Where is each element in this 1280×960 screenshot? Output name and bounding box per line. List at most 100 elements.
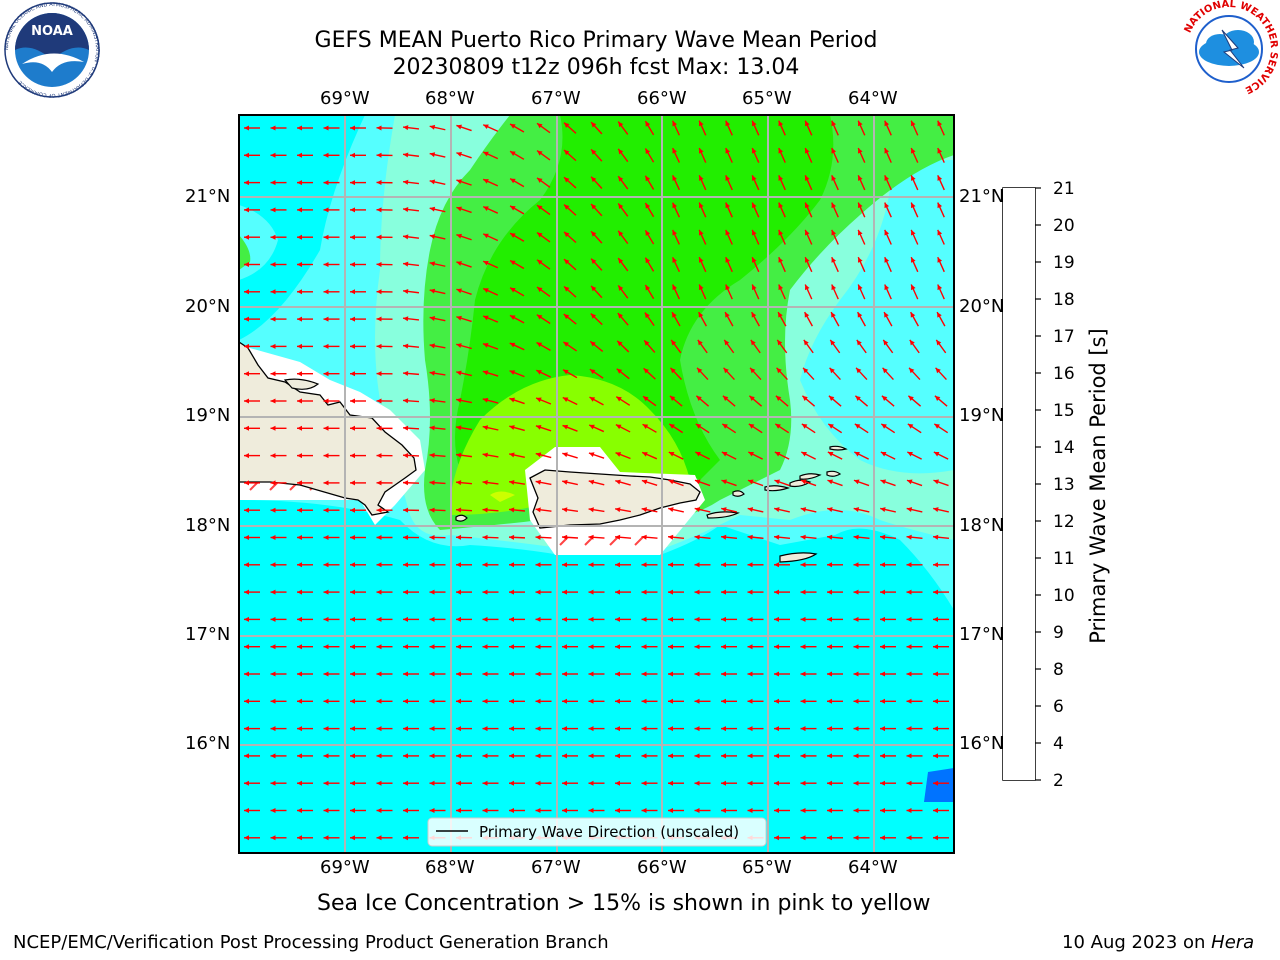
wave-direction-arrow (536, 314, 551, 325)
wave-direction-arrow (562, 780, 578, 786)
wave-direction-arrow (800, 808, 817, 813)
wave-direction-arrow (695, 451, 710, 460)
wave-direction-arrow (668, 479, 684, 487)
wave-direction-arrow (617, 148, 629, 163)
wave-direction-arrow (270, 562, 287, 568)
wave-direction-arrow (244, 316, 260, 322)
wave-direction-arrow (376, 808, 393, 813)
wave-direction-arrow (376, 152, 393, 158)
wave-direction-arrow (323, 425, 340, 431)
wave-direction-arrow (376, 835, 393, 841)
wave-direction-arrow (456, 288, 472, 295)
wave-direction-arrow (853, 507, 870, 513)
wave-direction-arrow (831, 202, 839, 218)
wave-direction-arrow (725, 175, 733, 191)
wave-direction-arrow (644, 312, 655, 327)
wave-direction-arrow (694, 644, 711, 650)
wave-direction-arrow (297, 480, 313, 486)
wave-direction-arrow (323, 671, 340, 677)
wave-direction-arrow (429, 534, 446, 540)
wave-direction-arrow (829, 339, 841, 354)
wave-direction-arrow (853, 835, 870, 841)
wave-direction-arrow (270, 589, 287, 595)
wave-direction-arrow (641, 507, 658, 513)
wave-direction-arrow (562, 424, 578, 432)
wave-direction-arrow (482, 370, 499, 377)
wave-direction-arrow (482, 287, 499, 296)
wave-direction-arrow (536, 259, 551, 270)
wave-direction-arrow (721, 507, 737, 513)
wave-direction-arrow (456, 124, 472, 132)
wave-direction-arrow (563, 258, 577, 271)
wave-direction-arrow (933, 479, 949, 487)
wave-direction-arrow (244, 398, 260, 404)
wave-direction-arrow (668, 451, 684, 460)
wave-direction-arrow (429, 316, 446, 322)
wave-direction-arrow (721, 698, 737, 704)
wave-direction-arrow (641, 671, 658, 677)
wave-direction-arrow (376, 562, 393, 568)
wave-direction-arrow (751, 284, 760, 300)
wave-direction-arrow (827, 835, 843, 841)
wave-direction-arrow (509, 397, 525, 405)
wave-direction-arrow (244, 125, 260, 131)
wave-direction-arrow (910, 120, 919, 136)
wave-direction-arrow (800, 534, 817, 540)
wave-direction-arrow (297, 507, 313, 513)
wave-direction-arrow (880, 479, 896, 487)
wave-direction-arrow (482, 343, 499, 350)
wave-direction-arrow (698, 147, 707, 163)
wave-direction-arrow (906, 534, 923, 540)
wave-direction-arrow (535, 698, 552, 704)
wave-direction-arrow (270, 180, 287, 186)
wave-direction-arrow (774, 423, 790, 434)
wave-direction-arrow (801, 423, 816, 434)
wave-direction-arrow (323, 262, 340, 267)
wave-direction-arrow (670, 339, 682, 354)
wave-direction-arrow (774, 507, 790, 513)
wave-direction-arrow (376, 316, 393, 322)
wave-direction-arrow (350, 780, 366, 786)
svg-text:NOAA: NOAA (31, 24, 73, 39)
wave-direction-arrow (910, 147, 919, 163)
wave-direction-arrow (906, 616, 923, 622)
wave-direction-arrow (588, 452, 605, 459)
wave-direction-arrow (751, 256, 760, 273)
wave-direction-arrow (588, 424, 605, 433)
wave-direction-arrow (482, 780, 499, 786)
wave-direction-arrow (748, 423, 763, 434)
wave-direction-arrow (778, 120, 786, 136)
wave-direction-arrow (751, 147, 760, 163)
wave-direction-arrow (429, 562, 446, 568)
wave-direction-arrow (244, 480, 260, 486)
period-band-4-6 (924, 768, 954, 802)
wave-direction-arrow (751, 229, 760, 245)
wave-direction-arrow (641, 616, 658, 622)
wave-direction-arrow (509, 780, 525, 786)
map-legend: Primary Wave Direction (unscaled) (427, 817, 767, 847)
wave-direction-arrow (509, 425, 525, 432)
wave-direction-arrow (910, 311, 919, 327)
sea-ice-footnote: Sea Ice Concentration > 15% is shown in … (317, 891, 931, 916)
wave-direction-arrow (429, 179, 446, 186)
wave-direction-arrow (323, 835, 340, 841)
wave-direction-arrow (403, 671, 419, 677)
wave-direction-arrow (804, 202, 813, 218)
wave-direction-arrow (933, 835, 949, 841)
wave-direction-arrow (668, 644, 684, 650)
wave-direction-arrow (456, 233, 472, 241)
wave-direction-arrow (933, 780, 949, 786)
lon-label-bottom-68w: 68°W (425, 857, 475, 878)
wave-direction-arrow (350, 753, 366, 759)
wave-direction-arrow (880, 589, 896, 595)
wave-direction-arrow (244, 698, 260, 704)
wave-direction-arrow (775, 395, 789, 407)
wave-direction-arrow (590, 176, 603, 189)
wave-direction-arrow (721, 671, 737, 677)
wave-direction-arrow (297, 262, 313, 267)
wave-direction-arrow (751, 202, 760, 218)
wave-direction-arrow (856, 339, 867, 354)
wave-direction-arrow (244, 453, 260, 459)
wave-direction-arrow (935, 339, 947, 354)
wave-direction-arrow (244, 644, 260, 650)
